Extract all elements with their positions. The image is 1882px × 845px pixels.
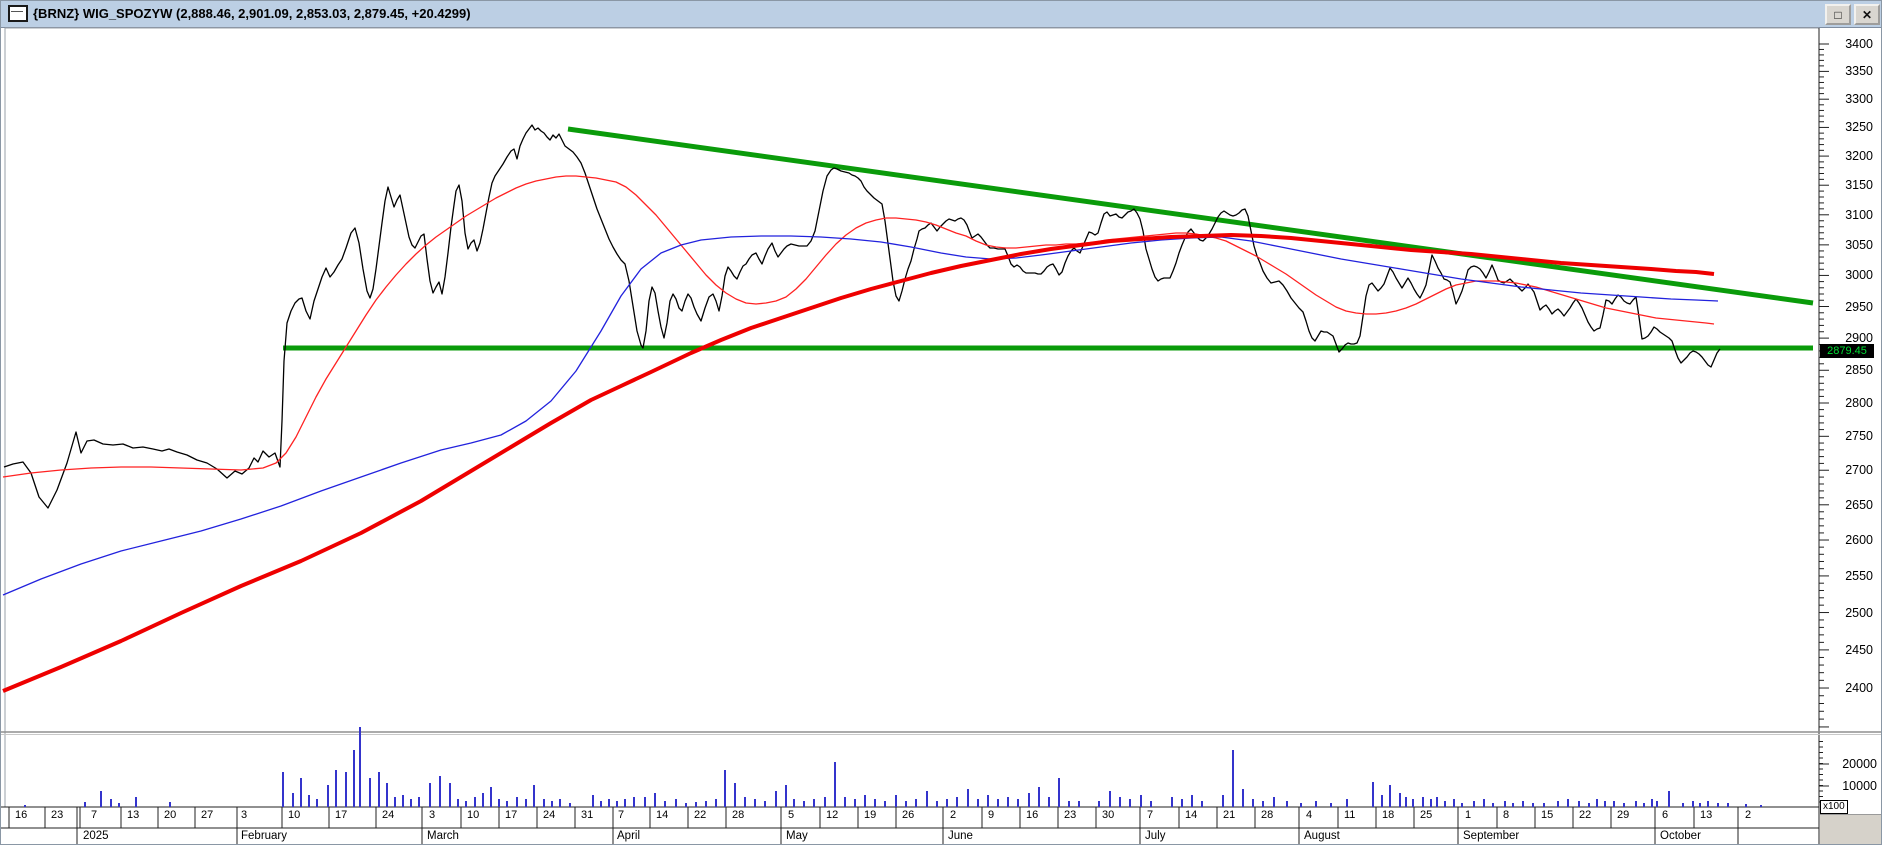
week-tick-label: 17 [335,809,348,821]
price-tick-label: 3350 [1845,64,1873,79]
week-tick-label: 18 [1382,809,1395,821]
series-ma-fast-red [2,175,1715,478]
scrollbar-corner [1820,814,1881,844]
week-tick-label: 23 [1064,809,1077,821]
week-tick-label: 28 [1261,809,1274,821]
week-tick-label: 24 [382,809,395,821]
week-tick-label: 14 [656,809,669,821]
price-tick-label: 3100 [1845,207,1873,222]
week-tick-label: 2 [950,809,957,821]
week-tick-label: 24 [543,809,556,821]
week-tick-label: 8 [1503,809,1510,821]
series-ma-slow-red [2,233,1715,693]
week-tick-label: 3 [429,809,436,821]
month-label: July [1145,830,1166,842]
week-tick-label: 6 [1662,809,1669,821]
week-tick-label: 30 [1102,809,1115,821]
week-tick-label: 26 [902,809,915,821]
price-tick-label: 3050 [1845,237,1873,252]
volume-tick-label: 20000 [1842,757,1877,771]
week-tick-label: 13 [127,809,140,821]
month-label: June [948,830,973,842]
price-tick-label: 3300 [1845,92,1873,107]
price-tick-label: 2850 [1845,363,1873,378]
price-tick-label: 2800 [1845,395,1873,410]
month-label: February [241,830,288,842]
month-label: October [1660,830,1701,842]
week-tick-label: 25 [1420,809,1433,821]
trendline-descending-resistance [567,126,1814,306]
week-tick-label: 10 [467,809,480,821]
maximize-button[interactable]: □ [1825,4,1851,25]
week-tick-label: 5 [788,809,795,821]
week-tick-label: 22 [694,809,707,821]
window-title: {BRNZ} WIG_SPOZYW (2,888.46, 2,901.09, 2… [33,6,471,21]
week-tick-label: 19 [864,809,877,821]
week-tick-label: 17 [505,809,518,821]
price-tick-label: 2900 [1845,331,1873,346]
price-tick-label: 2700 [1845,463,1873,478]
price-tick-label: 2600 [1845,533,1873,548]
week-tick-label: 13 [1700,809,1713,821]
price-tick-label: 3250 [1845,120,1873,135]
month-label: April [617,830,641,842]
month-label: 2025 [83,830,109,842]
month-label: September [1463,830,1520,842]
week-tick-label: 7 [91,809,98,821]
week-tick-label: 31 [581,809,594,821]
week-tick-label: 15 [1541,809,1554,821]
week-tick-label: 11 [1344,809,1356,821]
volume-tick-label: 10000 [1842,779,1877,793]
close-button[interactable]: ✕ [1854,4,1880,25]
price-tick-label: 3400 [1845,37,1873,51]
week-tick-label: 3 [241,809,248,821]
week-tick-label: 7 [1147,809,1154,821]
price-tick-label: 2450 [1845,642,1873,657]
price-tick-label: 3200 [1845,149,1873,164]
week-tick-label: 22 [1579,809,1592,821]
price-tick-label: 2400 [1845,681,1873,696]
price-tick-label: 2950 [1845,299,1873,314]
week-tick-label: 16 [1026,809,1039,821]
week-tick-label: 23 [51,809,64,821]
month-label: May [786,830,808,842]
week-tick-label: 7 [618,809,625,821]
price-tick-label: 2550 [1845,568,1873,583]
month-label: March [427,830,459,842]
last-price-badge: 2879.45 [1820,344,1874,358]
week-tick-label: 10 [288,809,301,821]
series-ma-mid-blue [2,235,1719,596]
price-tick-label: 3150 [1845,178,1873,193]
chart-window-icon-glyph [11,8,23,12]
volume-unit-label: x100 [1820,800,1848,814]
week-tick-label: 16 [15,809,28,821]
week-tick-label: 28 [732,809,745,821]
price-tick-label: 2650 [1845,497,1873,512]
chart-window-icon[interactable] [8,5,28,22]
week-tick-label: 20 [164,809,177,821]
week-tick-label: 2 [1745,809,1752,821]
price-tick-label: 3000 [1845,268,1873,283]
week-tick-label: 14 [1185,809,1198,821]
series-close [3,124,1721,509]
week-tick-label: 9 [988,809,995,821]
week-tick-label: 4 [1306,809,1313,821]
week-tick-label: 27 [201,809,214,821]
month-label: August [1304,830,1340,842]
week-tick-label: 12 [826,809,839,821]
week-tick-label: 29 [1617,809,1630,821]
price-tick-label: 2750 [1845,429,1873,444]
week-tick-label: 1 [1465,809,1472,821]
week-tick-label: 21 [1223,809,1236,821]
price-tick-label: 2500 [1845,605,1873,620]
